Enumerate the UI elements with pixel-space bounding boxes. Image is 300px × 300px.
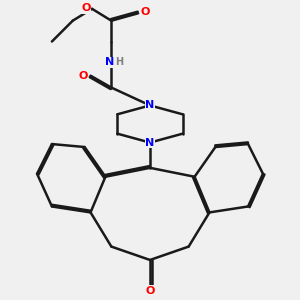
Text: N: N: [146, 138, 154, 148]
Text: H: H: [116, 57, 124, 67]
Text: O: O: [78, 71, 88, 81]
Text: O: O: [141, 7, 150, 17]
Text: O: O: [145, 286, 155, 296]
Text: N: N: [146, 100, 154, 110]
Text: O: O: [81, 3, 91, 13]
Text: N: N: [105, 57, 115, 67]
